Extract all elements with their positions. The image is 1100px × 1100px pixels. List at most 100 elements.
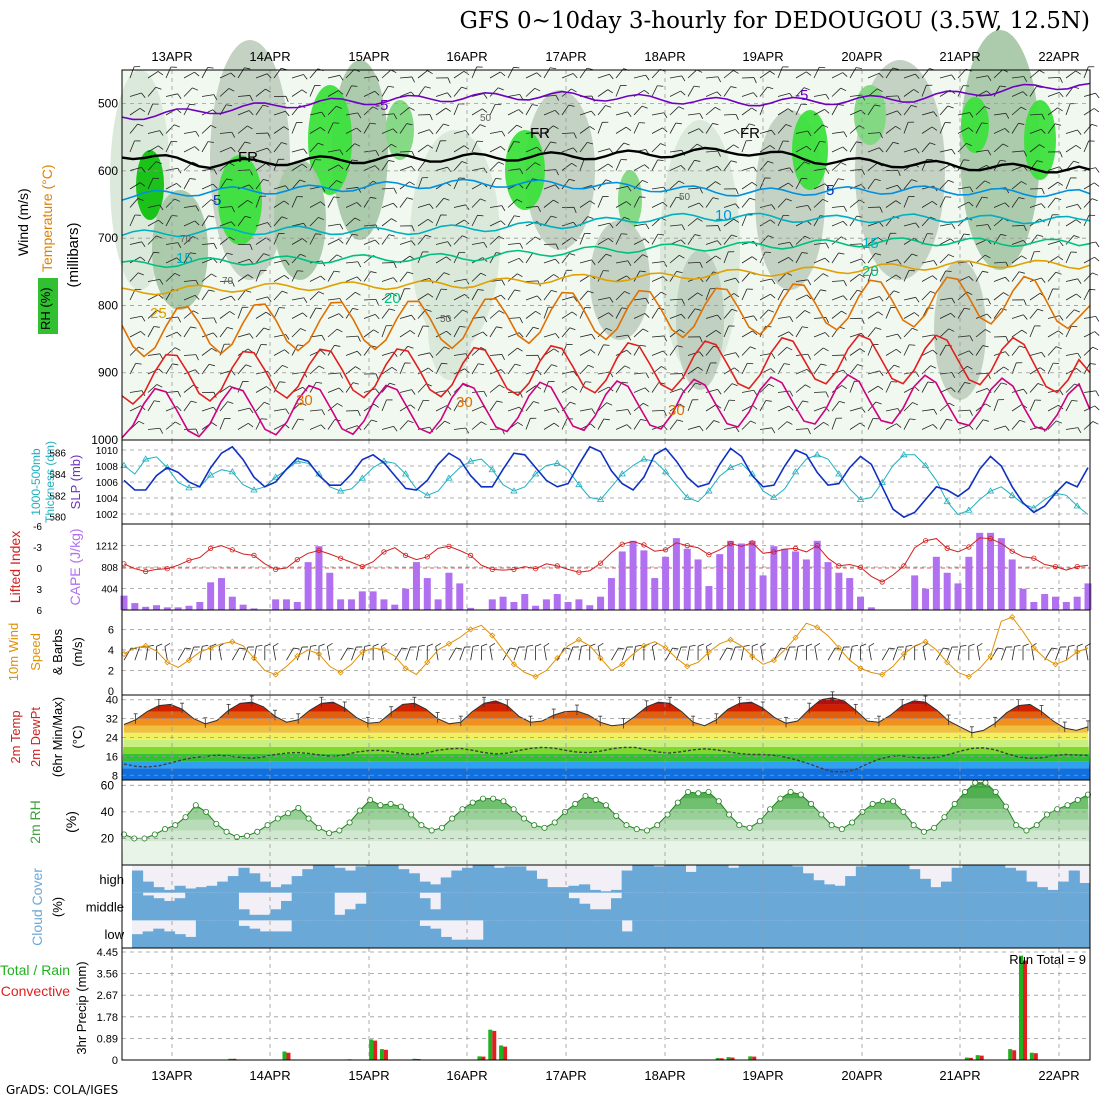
precip-convective-bar [1012, 1050, 1017, 1060]
wind-barb [813, 332, 826, 338]
wind-barb [939, 387, 952, 393]
wind-barb [247, 125, 253, 130]
wind-barb [285, 334, 290, 340]
x-tick-label-top: 15APR [348, 49, 389, 64]
wind-barb [183, 87, 193, 97]
wind-barb [1065, 144, 1077, 153]
cloud-cell-low [1079, 920, 1091, 948]
wind-barb [903, 253, 913, 264]
wind-barb [219, 146, 232, 153]
wind-barb [698, 202, 704, 208]
wind-barb [273, 290, 283, 301]
rh-point [192, 802, 199, 809]
wind10-point [467, 626, 474, 633]
wind-barb [1037, 308, 1044, 312]
wind-barb [939, 164, 951, 171]
wind-barb [931, 126, 938, 131]
cape-bar [607, 578, 615, 610]
wind-barb [429, 129, 434, 135]
wind-barb [723, 251, 729, 264]
wind10-point [922, 638, 929, 645]
wind-barb [176, 257, 182, 263]
wind-barb [517, 347, 523, 352]
wind10-barb [164, 642, 171, 647]
cloud-cell-middle [994, 892, 1006, 921]
cloud-cell-middle [195, 892, 208, 921]
wind-barb [381, 202, 394, 208]
wind10-barb [892, 646, 899, 661]
wind-barb [803, 87, 810, 91]
wind-barb [281, 290, 288, 294]
thickness-point [575, 480, 583, 488]
wind-barb [374, 90, 380, 96]
rh-point [213, 820, 220, 827]
y-tick-label: 0 [36, 564, 42, 575]
wind-barb [795, 252, 803, 264]
wind-barb [147, 309, 157, 319]
wind-barb [255, 344, 262, 356]
wind-barb [807, 279, 812, 286]
wind-barb [813, 168, 826, 171]
cloud-cell-high [749, 865, 761, 893]
wind-barb [255, 222, 268, 227]
wind10-point [619, 661, 626, 668]
cloud-cell-low [366, 920, 378, 948]
wind10-barb [743, 644, 750, 647]
wind10-point [705, 648, 712, 656]
wind-barb [572, 73, 578, 79]
wind-barb [195, 131, 200, 137]
wind-barb [597, 163, 609, 171]
wind-barb [741, 363, 748, 375]
wind-barb [849, 109, 862, 116]
wind-barb [1021, 329, 1028, 334]
wind-barb [975, 345, 984, 356]
wind-barb [554, 184, 560, 190]
wind-barb [930, 365, 937, 369]
cloud-cell-high [930, 887, 942, 893]
wind-barb [561, 237, 573, 245]
wind-barb [374, 239, 380, 245]
wind10-point [1074, 648, 1081, 656]
wind-barb [731, 234, 738, 238]
wind-barb [713, 420, 720, 423]
wind-barb [525, 327, 534, 338]
wind-barb [777, 390, 790, 393]
wind-barb [219, 162, 230, 171]
wind-barb [750, 346, 756, 350]
wind-barb [676, 271, 683, 274]
wind-barb [140, 331, 146, 336]
wind-barb [327, 180, 337, 190]
thickness-point [661, 468, 670, 475]
wind-barb [687, 218, 698, 227]
wind-barb [159, 279, 164, 285]
wind-barb [429, 114, 433, 121]
y-tick-label: 4 [108, 645, 114, 657]
y-tick-label: 40 [101, 805, 115, 819]
wind-barb [411, 389, 416, 395]
wind-barb [867, 344, 873, 356]
wind-barb [363, 150, 376, 153]
rh-point [1033, 822, 1040, 829]
wind-barb [1018, 197, 1025, 200]
wind10-barb [489, 646, 493, 661]
wind-barb [644, 90, 650, 95]
wind10-barb [868, 642, 875, 647]
cloud-cell-middle [376, 892, 388, 921]
wind-barb [669, 197, 677, 208]
y-tick-label: 808 [101, 563, 118, 574]
cloud-cell-low [579, 920, 591, 948]
wind10-point [402, 665, 409, 672]
wind-barb [993, 217, 1004, 227]
wind10-barb [1011, 646, 1016, 661]
wind-barb [345, 127, 357, 134]
cloud-cell-middle [557, 892, 569, 921]
wind-barb [911, 179, 918, 182]
cloud-cell-low [1068, 920, 1080, 948]
wind10-point [294, 653, 301, 660]
wind-barb [993, 85, 1001, 97]
wind-barb [327, 372, 340, 375]
wind-barb [660, 291, 667, 296]
precip-total-bar [1008, 1049, 1013, 1060]
wind-barb [723, 234, 732, 245]
wind-barb [885, 259, 898, 264]
